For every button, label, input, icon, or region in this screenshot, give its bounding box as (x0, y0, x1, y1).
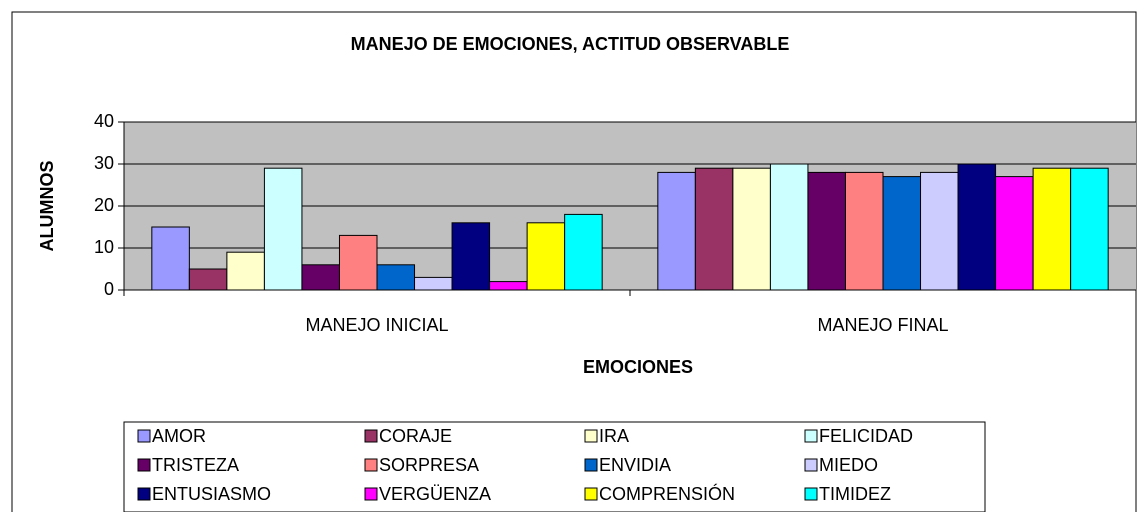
bar (188, 268, 228, 291)
legend-label: ENTUSIASMO (152, 484, 271, 504)
legend-label: AMOR (152, 426, 206, 446)
legend (123, 421, 986, 512)
legend-label: IRA (599, 426, 629, 446)
legend-label: TRISTEZA (152, 455, 239, 475)
bar (226, 251, 265, 291)
bar (564, 213, 603, 291)
y-axis-title: ALUMNOS (37, 161, 57, 252)
bar (451, 222, 491, 291)
legend-label: SORPRESA (379, 455, 479, 475)
y-tick-label: 40 (94, 111, 114, 131)
y-tick-label: 30 (94, 153, 114, 173)
legend-swatch (137, 487, 151, 501)
legend-swatch (584, 429, 598, 443)
legend-label: ENVIDIA (599, 455, 671, 475)
x-tick-label: MANEJO INICIAL (305, 315, 448, 335)
y-tick-label: 20 (94, 195, 114, 215)
bar (657, 171, 696, 291)
legend-swatch (804, 487, 818, 501)
bar (489, 281, 528, 291)
bar (1070, 167, 1109, 291)
legend-swatch (804, 429, 818, 443)
bar (920, 171, 959, 291)
bar (338, 234, 378, 291)
bar (526, 222, 566, 291)
legend-swatch (364, 487, 378, 501)
y-tick-label: 10 (94, 237, 114, 257)
legend-label: MIEDO (819, 455, 878, 475)
bar (263, 167, 303, 291)
bar (957, 163, 997, 291)
bar (1032, 167, 1072, 291)
bar (151, 226, 190, 291)
x-axis-title: EMOCIONES (583, 357, 693, 377)
legend-swatch (804, 458, 818, 472)
legend-label: COMPRENSIÓN (599, 483, 735, 504)
y-tick-label: 0 (104, 279, 114, 299)
legend-label: FELICIDAD (819, 426, 913, 446)
legend-label: CORAJE (379, 426, 452, 446)
bar (732, 167, 771, 291)
bar (414, 276, 453, 291)
bar (844, 171, 884, 291)
legend-swatch (137, 458, 151, 472)
legend-swatch (137, 429, 151, 443)
bar (694, 167, 734, 291)
bar (995, 176, 1034, 291)
legend-label: VERGÜENZA (379, 484, 491, 504)
bar (769, 163, 809, 291)
legend-swatch (584, 458, 598, 472)
legend-swatch (364, 458, 378, 472)
chart-title: MANEJO DE EMOCIONES, ACTITUD OBSERVABLE (351, 34, 790, 54)
legend-label: TIMIDEZ (819, 484, 891, 504)
bar (807, 171, 846, 291)
bar (376, 264, 416, 291)
legend-swatch (364, 429, 378, 443)
bar (882, 176, 922, 291)
legend-swatch (584, 487, 598, 501)
x-tick-label: MANEJO FINAL (817, 315, 948, 335)
bar (301, 264, 340, 291)
